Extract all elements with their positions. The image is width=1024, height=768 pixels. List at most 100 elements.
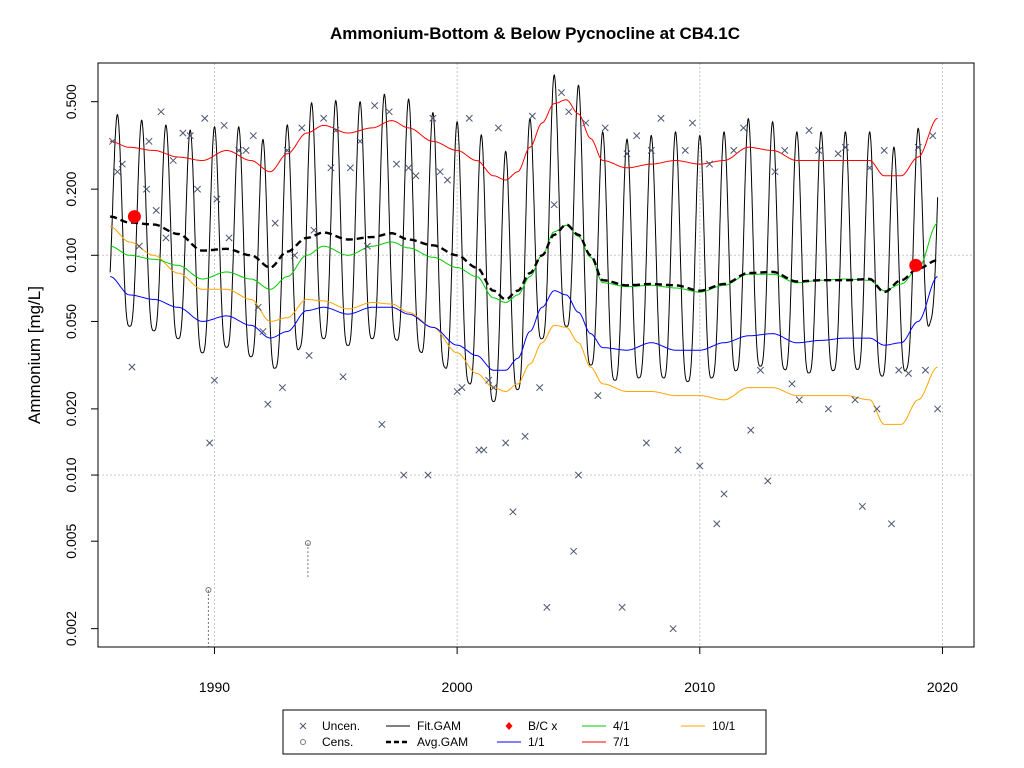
uncensored-point <box>157 108 165 116</box>
legend-box <box>282 709 767 755</box>
x-axis: 1990 2000 2010 2020 <box>199 647 958 695</box>
uncensored-point <box>934 405 942 413</box>
x-mark-stroke <box>271 219 279 227</box>
uncensored-point <box>201 114 209 122</box>
x-tick-label: 2020 <box>927 679 958 695</box>
x-mark-stroke <box>815 146 823 155</box>
y-tick-label: 0.010 <box>63 457 79 492</box>
legend-label: 4/1 <box>613 719 630 733</box>
uncensored-point <box>283 146 291 155</box>
x-mark-stroke <box>528 112 536 120</box>
legend-item: 7/1 <box>582 735 630 749</box>
legend-item: B/C x <box>505 719 557 733</box>
x-mark-stroke <box>291 251 299 259</box>
uncensored-point <box>633 132 641 140</box>
x-mark-stroke <box>521 432 529 440</box>
x-mark-stroke <box>453 387 461 396</box>
uncensored-point <box>669 625 677 633</box>
uncensored-point <box>179 129 187 137</box>
uncensored-point <box>536 384 544 392</box>
uncensored-point <box>118 160 126 168</box>
uncensored-point <box>929 132 937 140</box>
x-mark-stroke <box>363 242 371 250</box>
uncensored-point <box>502 439 510 447</box>
x-tick-label: 2010 <box>684 679 715 695</box>
x-mark-stroke <box>169 156 177 165</box>
x-mark-stroke <box>914 143 922 151</box>
x-mark-stroke <box>206 439 214 447</box>
uncensored-point <box>392 160 401 168</box>
series-line-avg-gam <box>110 215 938 301</box>
x-mark-stroke <box>220 121 228 129</box>
uncensored-point <box>674 446 682 454</box>
uncensored-point <box>781 146 789 155</box>
x-mark-stroke <box>128 363 136 371</box>
x-mark-stroke <box>509 508 517 516</box>
plot-series <box>109 73 939 425</box>
x-mark-stroke <box>213 195 221 203</box>
uncensored-point <box>332 126 340 134</box>
x-mark-stroke <box>805 126 813 134</box>
uncensored-point <box>771 168 779 176</box>
uncensored-point <box>363 242 371 250</box>
uncensored-point <box>851 396 859 404</box>
x-mark-stroke <box>412 172 420 180</box>
uncensored-point <box>756 366 765 374</box>
uncensored-point <box>795 396 803 404</box>
x-mark-stroke <box>356 137 364 145</box>
x-mark-stroke <box>739 124 748 132</box>
uncensored-point <box>356 137 364 145</box>
x-mark-stroke <box>249 132 257 140</box>
x-mark-stroke <box>866 164 874 172</box>
y-axis-title: Ammonium [mg/L] <box>25 286 44 424</box>
legend: Uncen. Cens. Fit.GAM Avg.GAM B/C x 1/1 4/1 7/1 1… <box>282 709 767 755</box>
uncensored-point <box>225 234 233 242</box>
x-mark-stroke <box>259 327 267 336</box>
y-tick-label: 0.002 <box>63 611 79 646</box>
uncensored-point <box>378 420 386 428</box>
y-tick-label: 0.050 <box>63 304 79 339</box>
x-mark-stroke <box>887 520 896 528</box>
x-mark-stroke <box>179 129 187 137</box>
x-mark-stroke <box>929 132 937 140</box>
x-mark-stroke <box>392 160 401 168</box>
x-mark-stroke <box>278 384 286 392</box>
uncensored-point <box>713 520 721 528</box>
uncensored-point <box>509 508 517 516</box>
x-mark-stroke <box>904 369 913 377</box>
x-mark-stroke <box>858 502 866 510</box>
uncensored-point <box>264 400 272 408</box>
x-mark-stroke <box>557 89 566 97</box>
uncensored-point <box>327 164 335 172</box>
legend-item: 10/1 <box>681 719 736 733</box>
uncensored-point <box>465 114 473 122</box>
x-mark-stroke <box>873 405 881 413</box>
x-mark-stroke <box>264 400 272 408</box>
x-mark-stroke <box>485 376 493 384</box>
x-mark-stroke <box>142 185 151 193</box>
x-mark-stroke <box>283 146 291 155</box>
x-mark-stroke <box>730 146 738 155</box>
x-mark-stroke <box>135 242 143 250</box>
uncensored-point <box>310 226 318 234</box>
x-mark-stroke <box>201 114 209 122</box>
uncensored-point <box>429 114 437 122</box>
x-mark-stroke <box>565 108 573 116</box>
uncensored-point <box>145 137 153 145</box>
uncensored-point <box>557 89 566 97</box>
uncensored-point <box>657 114 665 122</box>
x-mark-stroke <box>436 168 444 176</box>
uncensored-point <box>443 176 451 184</box>
x-mark-stroke <box>332 126 340 134</box>
uncensored-point <box>249 132 257 140</box>
uncensored-point <box>346 164 354 172</box>
bc-point <box>909 258 923 272</box>
x-mark-stroke <box>582 119 590 127</box>
x-mark-stroke <box>235 146 243 155</box>
x-mark-stroke <box>574 471 583 479</box>
legend-circle-icon <box>300 739 306 745</box>
x-mark-stroke <box>601 124 609 132</box>
fit-gam-line <box>109 73 939 402</box>
uncensored-point <box>412 172 420 180</box>
